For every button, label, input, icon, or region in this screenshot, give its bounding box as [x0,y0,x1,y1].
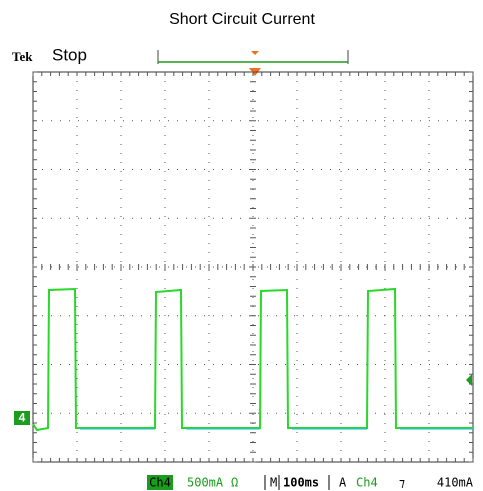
scale: 500mA [187,476,224,490]
record-bracket [157,50,349,64]
trigger-level-marker [466,374,472,386]
readout: Ch4 500mA Ω M 100ms A Ch4 ⁊ 410mA [147,475,474,490]
brand: Tek [12,49,33,64]
trigger-source: Ch4 [356,476,378,490]
channel-box [147,475,173,490]
channel-marker-box [14,411,30,425]
trigger-slope: ⁊ [399,476,405,490]
channel: Ch4 [149,476,171,490]
channel-marker: 4 [19,411,26,425]
run-state: Stop [52,45,87,64]
title: Short Circuit Current [169,11,315,28]
timebase: 100ms [283,476,319,490]
unit-symbol: Ω [231,476,238,490]
timebase-label: M [270,476,277,490]
trigger-mode: A [339,476,347,490]
trigger-level: 410mA [437,476,474,490]
waveform [32,287,473,432]
graticule [32,71,474,463]
